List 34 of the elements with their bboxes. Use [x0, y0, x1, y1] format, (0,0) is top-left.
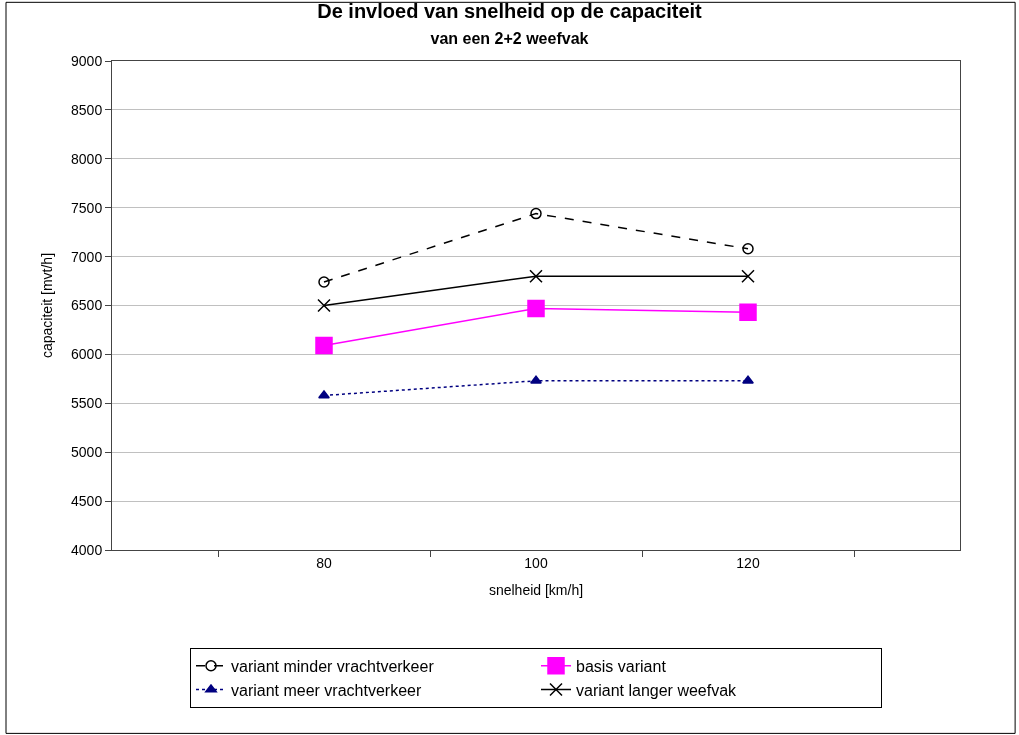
x-tick-label: 80 [316, 554, 332, 571]
y-tick-label: 6000 [71, 346, 103, 363]
y-tick-label: 5500 [71, 395, 103, 412]
legend-label: variant minder vrachtverkeer [231, 657, 435, 675]
x-axis-title: snelheid [km/h] [488, 582, 584, 599]
y-tick-label: 4500 [71, 493, 103, 509]
legend-label: variant meer vrachtverkeer [231, 681, 422, 699]
point [317, 298, 331, 313]
point [742, 375, 754, 384]
y-tick-label: 6500 [71, 297, 103, 314]
y-tick-label: 8000 [71, 150, 103, 167]
point [742, 243, 754, 255]
legend-label: variant langer weefvak [576, 681, 738, 699]
x-tick-label: 120 [736, 554, 760, 571]
point [527, 299, 545, 318]
point [739, 303, 757, 322]
point [530, 375, 542, 384]
y-tick-label: 7500 [71, 199, 103, 216]
point [530, 207, 542, 220]
legend-label: basis variant [576, 657, 667, 675]
x-tick-label: 100 [524, 554, 548, 571]
y-tick-label: 4000 [71, 541, 103, 558]
point [315, 336, 333, 355]
chart-subtitle: van een 2+2 weefvak [430, 30, 589, 48]
point [318, 276, 330, 288]
y-tick-label: 9000 [71, 52, 103, 69]
point [529, 269, 543, 283]
y-tick-label: 8500 [71, 101, 103, 118]
point [741, 269, 755, 283]
y-tick-label: 7000 [71, 248, 103, 265]
y-axis-title: capaciteit [mvt/h] [38, 252, 55, 359]
chart-title: De invloed van snelheid op de capaciteit [317, 0, 703, 23]
y-tick-label: 5000 [71, 444, 103, 461]
point [318, 390, 330, 399]
